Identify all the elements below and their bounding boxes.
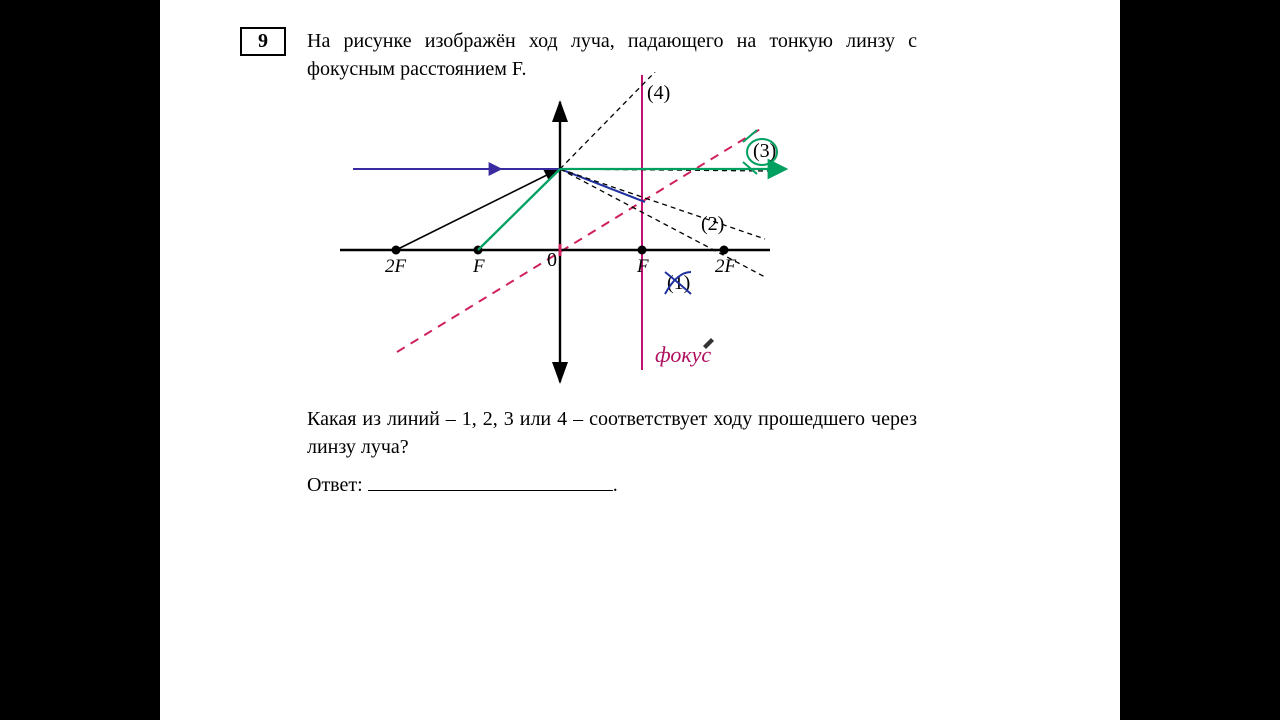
label-origin: 0: [547, 249, 557, 271]
option-label-4: (4): [647, 82, 670, 104]
label-2F-right: 2F: [715, 256, 737, 277]
option-ray-4: [560, 72, 655, 169]
option-label-1-group: (1): [665, 272, 691, 294]
question-paragraph-2: Какая из линий – 1, 2, 3 или 4 – соответ…: [307, 405, 917, 461]
page: 9 На рисунке изображён ход луча, падающе…: [160, 0, 1120, 720]
lens-diagram: 2F F F 2F 0 (4) (2) (1): [325, 72, 945, 392]
content: 9 На рисунке изображён ход луча, падающе…: [160, 0, 1120, 720]
answer-label: Ответ:: [307, 474, 368, 496]
answer-blank[interactable]: [368, 470, 613, 491]
red-dashed-helper: [397, 128, 762, 352]
label-2F-left: 2F: [385, 256, 407, 277]
answer-period: .: [613, 474, 618, 496]
option-label-3-group: (3): [743, 130, 777, 174]
question-number: 9: [258, 30, 268, 52]
option-label-2: (2): [701, 213, 724, 235]
label-F-right: F: [636, 256, 649, 277]
label-F-left: F: [472, 256, 485, 277]
tick-F-right: [638, 246, 647, 255]
green-ray-1: [478, 169, 560, 250]
lens-arrow-up: [552, 100, 568, 122]
question-number-box: 9: [240, 27, 286, 56]
helper-ray-2F: [396, 172, 553, 250]
option-ray-2: [560, 169, 765, 239]
answer-line: Ответ: .: [307, 470, 618, 497]
lens-arrow-down: [552, 362, 568, 384]
focus-handwritten-label: фокус: [655, 342, 711, 367]
